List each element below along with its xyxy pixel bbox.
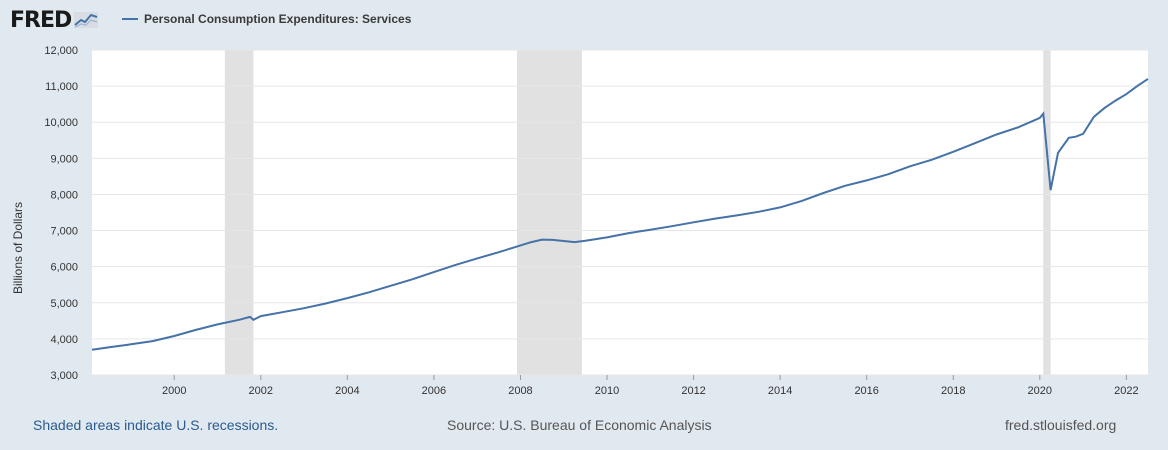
series-line: [91, 78, 1149, 351]
y-tick-label: 4,000: [50, 334, 78, 346]
x-tick-label: 2020: [1028, 385, 1052, 397]
plot-area: [92, 50, 1148, 375]
fred-logo[interactable]: FRED: [10, 6, 99, 34]
source-note: Source: U.S. Bureau of Economic Analysis: [447, 417, 712, 433]
grid-lines: [92, 49, 1148, 376]
x-tick-label: 2006: [422, 385, 446, 397]
x-tick-label: 2018: [941, 385, 965, 397]
recession-band: [224, 50, 254, 375]
chart-legend: Personal Consumption Expenditures: Servi…: [122, 12, 411, 26]
y-tick-label: 9,000: [50, 153, 78, 165]
line-chart: 3,000 4,000 5,000 6,000 7,000 8,000 9,000 10,00…: [11, 45, 1149, 397]
x-tick-label: 2022: [1114, 385, 1138, 397]
x-tick-label: 2010: [595, 385, 619, 397]
x-tick-label: 2016: [854, 385, 878, 397]
x-axis-ticks: 2000 2002 2004 2006 2008 2010 2012 2014 2016 2018…: [162, 375, 1139, 397]
line-graph-icon: [74, 12, 99, 28]
y-tick-label: 8,000: [50, 189, 78, 201]
x-tick-label: 2014: [768, 385, 792, 397]
y-tick-label: 3,000: [50, 370, 78, 382]
recession-note[interactable]: Shaded areas indicate U.S. recessions.: [33, 417, 279, 433]
recession-band: [1043, 50, 1051, 375]
x-tick-label: 2000: [162, 385, 186, 397]
recession-band: [516, 50, 582, 375]
y-tick-label: 11,000: [45, 81, 78, 93]
legend-swatch: [122, 18, 138, 20]
y-tick-label: 12,000: [44, 45, 78, 57]
logo-text: FRED: [10, 7, 72, 33]
y-tick-label: 10,000: [44, 117, 78, 129]
y-tick-label: 7,000: [50, 226, 78, 238]
y-axis-ticks: 3,000 4,000 5,000 6,000 7,000 8,000 9,000 10,00…: [44, 45, 78, 382]
y-tick-label: 5,000: [50, 298, 78, 310]
x-tick-label: 2002: [249, 385, 273, 397]
y-tick-label: 6,000: [50, 262, 78, 274]
legend-label: Personal Consumption Expenditures: Servi…: [144, 12, 412, 26]
chart-header: FRED Personal Consumption Expenditures: …: [0, 0, 1168, 40]
x-tick-label: 2012: [681, 385, 705, 397]
site-url[interactable]: fred.stlouisfed.org: [1005, 417, 1117, 433]
y-axis-label: Billions of Dollars: [11, 202, 25, 294]
x-tick-label: 2008: [508, 385, 532, 397]
x-tick-label: 2004: [335, 385, 359, 397]
